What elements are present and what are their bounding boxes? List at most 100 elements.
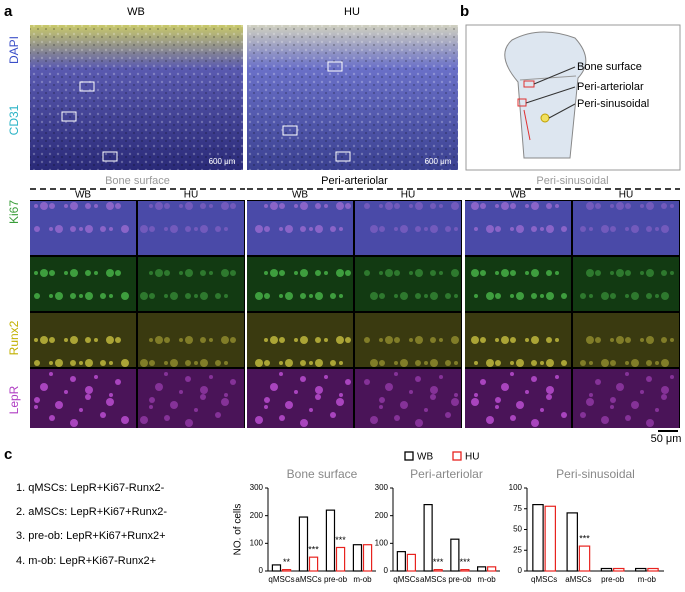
micrograph-texture (379, 271, 383, 275)
micrograph-texture (625, 361, 629, 365)
micrograph-texture (655, 227, 659, 231)
micrograph-texture (415, 226, 421, 232)
micrograph-texture (474, 294, 478, 298)
micrograph-texture (415, 419, 423, 427)
stain-label: CD31 (7, 104, 21, 135)
micrograph-texture (379, 338, 383, 342)
micrograph-texture (209, 375, 213, 379)
micrograph-texture (451, 398, 459, 406)
micrograph-texture (586, 202, 594, 210)
micrograph-texture (215, 226, 221, 232)
micrograph-texture (531, 202, 539, 210)
panel-label: a (4, 3, 13, 20)
micrograph-texture (616, 269, 624, 277)
micrograph (30, 369, 136, 428)
micrograph-texture (546, 203, 552, 209)
micrograph-texture (200, 386, 208, 394)
micrograph-texture (49, 337, 55, 343)
micrograph-texture (34, 204, 38, 208)
micrograph-texture (179, 390, 183, 394)
micrograph-texture (546, 394, 552, 400)
micrograph-texture (49, 415, 55, 421)
micrograph-texture (409, 271, 413, 275)
micrograph-texture (430, 359, 438, 367)
micrograph-texture (385, 269, 393, 277)
x-tick-label: pre-ob (448, 575, 472, 584)
micrograph-texture (194, 294, 198, 298)
micrograph-texture (345, 379, 351, 385)
micrograph-texture (424, 294, 428, 298)
micrograph-texture (610, 271, 614, 275)
micrograph-texture (415, 336, 423, 344)
micrograph-texture (495, 360, 501, 366)
micrograph-texture (49, 270, 55, 276)
micrograph-texture (625, 203, 631, 209)
micrograph-texture (370, 416, 378, 424)
micrograph-texture (279, 270, 285, 276)
micrograph-texture (70, 269, 78, 277)
micrograph-texture (480, 337, 486, 343)
y-tick-label: 0 (518, 566, 523, 575)
micrograph-texture (439, 204, 443, 208)
micrograph-texture (149, 271, 153, 275)
micrograph-texture (379, 204, 383, 208)
micrograph-texture (149, 204, 153, 208)
micrograph-texture (631, 225, 639, 233)
micrograph-texture (631, 292, 639, 300)
micrograph-texture (415, 269, 423, 277)
micrograph-texture (179, 271, 183, 275)
region-panels: Bone surface WB HU Peri-arteriolar WB HU Peri-… (30, 174, 680, 428)
micrograph-texture (610, 397, 616, 403)
micrograph-texture (580, 360, 586, 366)
region-column: WB (510, 190, 526, 201)
micrograph (355, 257, 461, 311)
top-images (30, 25, 458, 170)
micrograph-texture (516, 401, 524, 409)
micrograph-texture (631, 359, 639, 367)
bar (647, 567, 659, 572)
micrograph-texture (100, 360, 106, 366)
micrograph-texture (661, 394, 667, 400)
region-header-bg (247, 174, 462, 200)
micrograph-texture (601, 225, 609, 233)
x-tick-label: qMSCs (531, 575, 557, 584)
micrograph-texture (155, 336, 163, 344)
region-column: HU (401, 190, 415, 201)
micrograph-texture (415, 202, 423, 210)
micrograph-texture (540, 408, 544, 412)
micrograph-texture (510, 294, 514, 298)
micrograph-texture (370, 359, 378, 367)
legend-swatch (404, 451, 414, 461)
micrograph-texture (264, 226, 270, 232)
micrograph-texture (516, 359, 524, 367)
micrograph-texture (300, 293, 306, 299)
micrograph-texture (409, 338, 413, 342)
micrograph-texture (309, 227, 313, 231)
micrograph-texture (601, 416, 609, 424)
micrograph-texture (279, 415, 285, 421)
micrograph-texture (364, 203, 370, 209)
micrograph-texture (400, 292, 408, 300)
micrograph-texture (400, 401, 408, 409)
micrograph-texture (140, 359, 148, 367)
column-header: WB (127, 6, 145, 18)
micrograph-texture (324, 271, 328, 275)
diagram-label: Peri-arteriolar (577, 81, 644, 93)
micrograph-texture (525, 204, 529, 208)
micrograph-texture (70, 376, 76, 382)
micrograph-texture (661, 386, 669, 394)
micrograph-texture (379, 405, 383, 409)
bar (396, 551, 406, 572)
micrograph-texture (661, 270, 667, 276)
bar (487, 566, 497, 572)
micrograph-texture (279, 361, 283, 365)
micrograph-texture (224, 393, 228, 397)
y-tick-label: 25 (513, 545, 522, 554)
micrograph-texture (394, 361, 398, 365)
micrograph-texture (324, 375, 328, 379)
micrograph-texture (430, 203, 436, 209)
y-tick-label: 100 (250, 538, 264, 547)
micrograph-texture (646, 293, 652, 299)
bar (335, 546, 346, 572)
micrograph-texture (480, 203, 486, 209)
